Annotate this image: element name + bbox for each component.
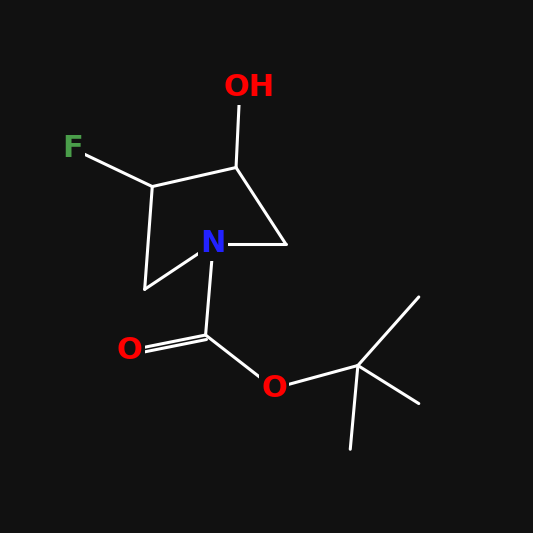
Text: O: O — [117, 336, 142, 365]
Text: OH: OH — [223, 73, 274, 102]
Text: N: N — [200, 229, 226, 258]
Text: O: O — [261, 374, 287, 403]
Text: F: F — [62, 134, 83, 163]
